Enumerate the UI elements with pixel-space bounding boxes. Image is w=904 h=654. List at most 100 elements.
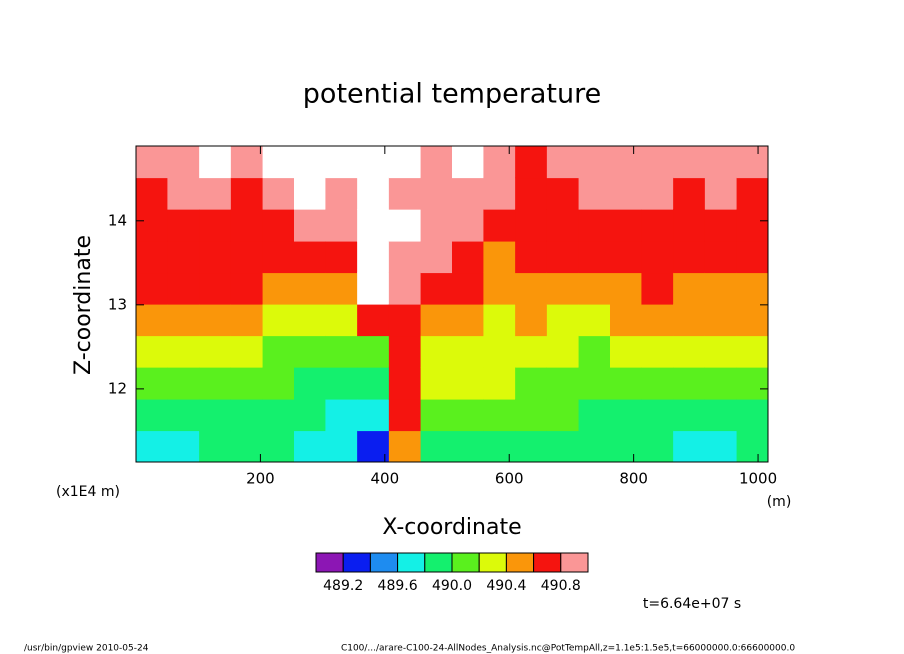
- x-tick-label: 200: [246, 470, 275, 488]
- contour-cell: [230, 272, 264, 305]
- contour-cell: [641, 335, 674, 368]
- contour-cell: [483, 398, 516, 432]
- footer-left: /usr/bin/gpview 2010-05-24: [24, 644, 149, 654]
- contour-cell: [736, 272, 768, 305]
- contour-cell: [230, 430, 264, 462]
- contour-cell: [704, 177, 738, 210]
- contour-cell: [610, 304, 643, 337]
- contour-cell: [736, 430, 768, 462]
- contour-cell: [388, 304, 422, 337]
- contour-cell: [167, 272, 200, 305]
- contour-cell: [452, 146, 485, 179]
- contour-cell: [420, 304, 453, 337]
- contour-cell: [262, 272, 295, 305]
- contour-cell: [704, 335, 738, 368]
- contour-cell: [452, 240, 485, 274]
- contour-cell: [388, 335, 422, 368]
- contour-cell: [515, 209, 548, 242]
- colorbar-box: [397, 552, 426, 573]
- contour-cell: [167, 367, 200, 400]
- contour-cell: [420, 430, 453, 462]
- contour-cell: [167, 240, 200, 274]
- contour-cell: [199, 240, 232, 274]
- contour-cell: [704, 240, 738, 274]
- contour-cell: [515, 146, 548, 179]
- contour-cell: [294, 272, 327, 305]
- contour-cell: [357, 146, 390, 179]
- contour-cell: [641, 177, 674, 210]
- contour-cell: [515, 335, 548, 368]
- contour-cell: [673, 367, 706, 400]
- contour-cell: [673, 272, 706, 305]
- contour-cell: [704, 272, 738, 305]
- contour-cell: [578, 398, 611, 432]
- contour-cell: [230, 398, 264, 432]
- contour-cell: [641, 146, 674, 179]
- contour-cell: [578, 430, 611, 462]
- contour-cell: [199, 430, 232, 462]
- x-unit: (m): [767, 494, 792, 510]
- contour-cell: [578, 367, 611, 400]
- contour-cell: [136, 240, 169, 274]
- contour-cell: [325, 398, 358, 432]
- contour-cell: [641, 209, 674, 242]
- contour-cell: [452, 177, 485, 210]
- contour-cell: [230, 240, 264, 274]
- colorbar-box: [533, 552, 562, 573]
- contour-cell: [325, 335, 358, 368]
- contour-cell: [641, 398, 674, 432]
- contour-cell: [546, 272, 580, 305]
- contour-cell: [325, 367, 358, 400]
- contour-cell: [452, 398, 485, 432]
- contour-cell: [610, 240, 643, 274]
- contour-cell: [578, 146, 611, 179]
- contour-cell: [294, 367, 327, 400]
- contour-cell: [736, 240, 768, 274]
- contour-cell: [673, 209, 706, 242]
- contour-cell: [515, 272, 548, 305]
- contour-cell: [452, 367, 485, 400]
- contour-cell: [167, 146, 200, 179]
- contour-cell: [420, 240, 453, 274]
- contour-cell: [641, 304, 674, 337]
- contour-cell: [736, 209, 768, 242]
- contour-cell: [483, 367, 516, 400]
- contour-cell: [610, 430, 643, 462]
- contour-cell: [325, 240, 358, 274]
- contour-cell: [546, 146, 580, 179]
- x-tick-label: 400: [370, 470, 399, 488]
- contour-cell: [673, 430, 706, 462]
- contour-cell: [262, 177, 295, 210]
- y-axis-label: Z-coordinate: [71, 235, 96, 375]
- contour-cell: [673, 304, 706, 337]
- contour-cell: [136, 304, 169, 337]
- contour-cell: [230, 177, 264, 210]
- contour-cell: [483, 240, 516, 274]
- contour-cell: [515, 367, 548, 400]
- contour-cell: [136, 209, 169, 242]
- contour-cell: [452, 335, 485, 368]
- colorbar-box: [451, 552, 480, 573]
- contour-cell: [325, 272, 358, 305]
- contour-cell: [199, 335, 232, 368]
- contour-cell: [325, 209, 358, 242]
- contour-cell: [452, 272, 485, 305]
- contour-cell: [262, 146, 295, 179]
- contour-cell: [357, 177, 390, 210]
- colorbar-box: [342, 552, 371, 573]
- contour-cell: [199, 367, 232, 400]
- x-tick-label: 800: [619, 470, 648, 488]
- contour-cell: [199, 209, 232, 242]
- contour-cell: [483, 272, 516, 305]
- contour-cell: [420, 272, 453, 305]
- contour-cell: [641, 367, 674, 400]
- chart-title: potential temperature: [303, 79, 601, 110]
- colorbar-box: [315, 552, 344, 573]
- contour-cell: [641, 430, 674, 462]
- contour-cell: [136, 398, 169, 432]
- contour-cell: [704, 367, 738, 400]
- contour-cell: [199, 177, 232, 210]
- contour-cell: [546, 398, 580, 432]
- annotation: t=6.64e+07 s: [643, 596, 741, 612]
- contour-cell: [578, 177, 611, 210]
